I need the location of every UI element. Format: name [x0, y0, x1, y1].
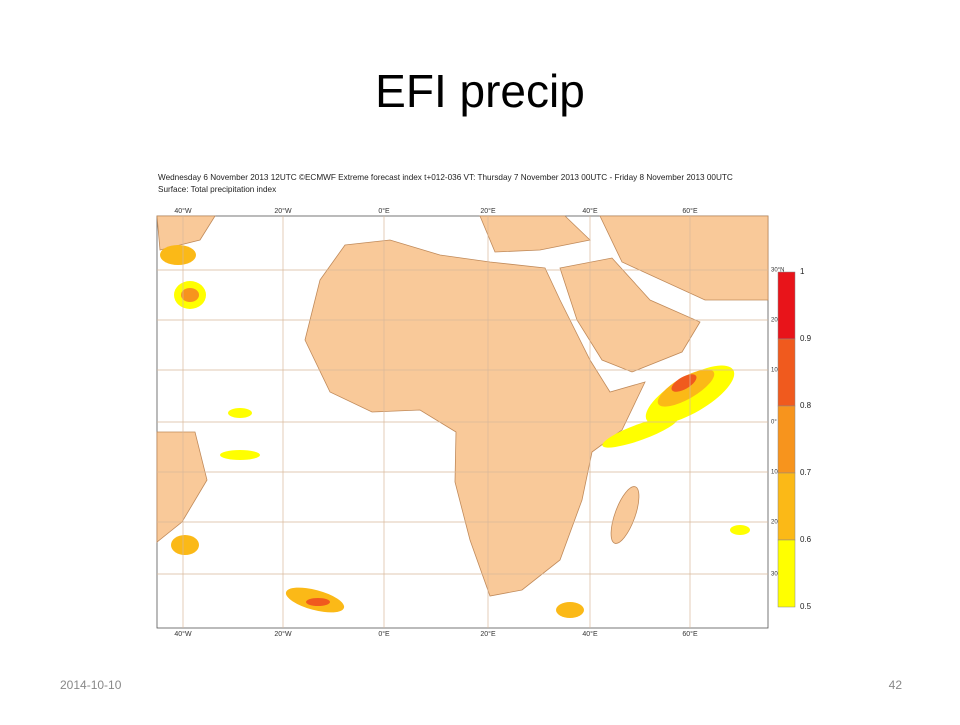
- slide-date: 2014-10-10: [60, 678, 122, 692]
- colorbar-swatch: [777, 539, 796, 608]
- graticule: [157, 216, 768, 628]
- longitude-label: 40°W: [174, 630, 192, 638]
- longitude-label: 20°W: [274, 630, 292, 638]
- longitude-label: 20°E: [480, 207, 496, 215]
- longitude-label: 60°E: [682, 207, 698, 215]
- longitude-label: 40°E: [582, 207, 598, 215]
- longitude-label: 0°E: [378, 207, 390, 215]
- land: [156, 215, 769, 597]
- longitude-label: 20°W: [274, 207, 292, 215]
- map-labels: 40°W 40°W 20°W 20°W 0°E 0°E 20°E 20°E 40°E 40°E 60…: [174, 207, 811, 638]
- latitude-label: 10: [771, 368, 778, 374]
- colorbar-label: 1: [800, 267, 805, 276]
- colorbar-label: 0.9: [800, 334, 812, 343]
- latitude-label: 30°N: [771, 268, 784, 274]
- slide-title: EFI precip: [375, 65, 585, 117]
- colorbar-label: 0.6: [800, 535, 812, 544]
- longitude-label: 40°W: [174, 207, 192, 215]
- map: [156, 215, 769, 629]
- colorbar-swatch: [777, 405, 796, 474]
- map-subheader: Surface: Total precipitation index: [158, 185, 276, 194]
- colorbar-label: 0.5: [800, 602, 812, 611]
- colorbar-label: 0.8: [800, 401, 812, 410]
- colorbar-swatch: [777, 338, 796, 407]
- latitude-label: 20: [771, 520, 778, 526]
- map-header: Wednesday 6 November 2013 12UTC ©ECMWF E…: [158, 173, 733, 182]
- latitude-label: 30: [771, 572, 778, 578]
- longitude-label: 40°E: [582, 630, 598, 638]
- colorbar-swatch: [777, 271, 796, 340]
- latitude-label: 20: [771, 318, 778, 324]
- longitude-label: 0°E: [378, 630, 390, 638]
- longitude-label: 60°E: [682, 630, 698, 638]
- colorbar-swatch: [777, 472, 796, 541]
- page-number: 42: [889, 678, 903, 692]
- latitude-label: 0°: [771, 420, 777, 426]
- longitude-label: 20°E: [480, 630, 496, 638]
- colorbar-label: 0.7: [800, 468, 812, 477]
- latitude-label: 10: [771, 470, 778, 476]
